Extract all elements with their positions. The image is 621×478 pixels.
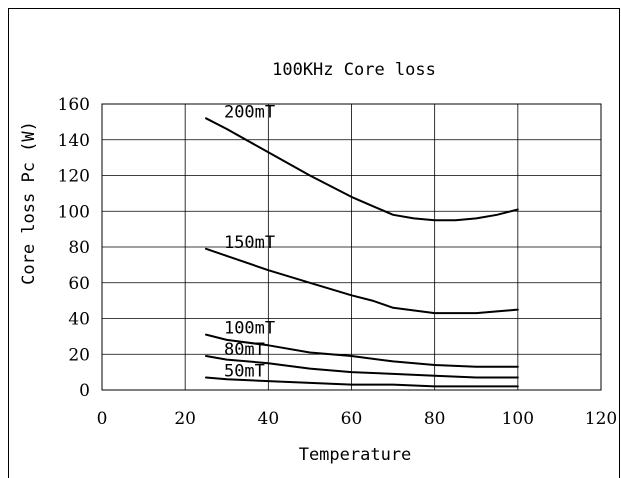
series-label-50mT: 50mT xyxy=(224,361,265,381)
grid xyxy=(102,104,601,390)
series-line-100mT xyxy=(205,333,519,368)
y-tick-label: 100 xyxy=(58,202,90,222)
x-tick-label: 60 xyxy=(341,409,363,429)
series-line-80mT xyxy=(205,355,519,379)
x-tick-label: 0 xyxy=(97,409,108,429)
x-tick-label: 120 xyxy=(585,409,617,429)
x-tick-label: 80 xyxy=(424,409,446,429)
y-tick-label: 80 xyxy=(68,238,90,258)
series-label-150mT: 150mT xyxy=(224,233,275,253)
plot-area-border xyxy=(101,103,602,391)
series-line-150mT xyxy=(205,247,519,315)
y-tick-label: 140 xyxy=(58,131,90,151)
y-tick-label: 60 xyxy=(68,274,90,294)
series-line-200mT xyxy=(205,117,519,222)
y-tick-label: 120 xyxy=(58,167,90,187)
chart-title: 100KHz Core loss xyxy=(272,60,436,80)
y-tick-label: 160 xyxy=(58,95,90,115)
y-axis-label: Core loss Pc (W) xyxy=(19,121,39,285)
x-tick-label: 20 xyxy=(174,409,196,429)
series-label-200mT: 200mT xyxy=(224,102,275,122)
y-tick-label: 0 xyxy=(79,381,90,401)
y-tick-label: 20 xyxy=(68,345,90,365)
series-label-80mT: 80mT xyxy=(224,340,265,360)
series-line-50mT xyxy=(205,376,519,388)
x-tick-label: 40 xyxy=(258,409,280,429)
series-lines xyxy=(205,117,519,388)
x-axis-label: Temperature xyxy=(299,445,412,465)
chart-frame xyxy=(8,8,620,478)
core-loss-chart: 100KHz Core loss Temperature Core loss P… xyxy=(19,60,618,465)
x-tick-label: 100 xyxy=(502,409,534,429)
tick-labels: 0 20 40 60 80 100 120 140 160 0 20 40 60 80 100 120 xyxy=(58,95,618,429)
y-tick-label: 40 xyxy=(68,310,90,330)
series-label-100mT: 100mT xyxy=(224,319,275,339)
